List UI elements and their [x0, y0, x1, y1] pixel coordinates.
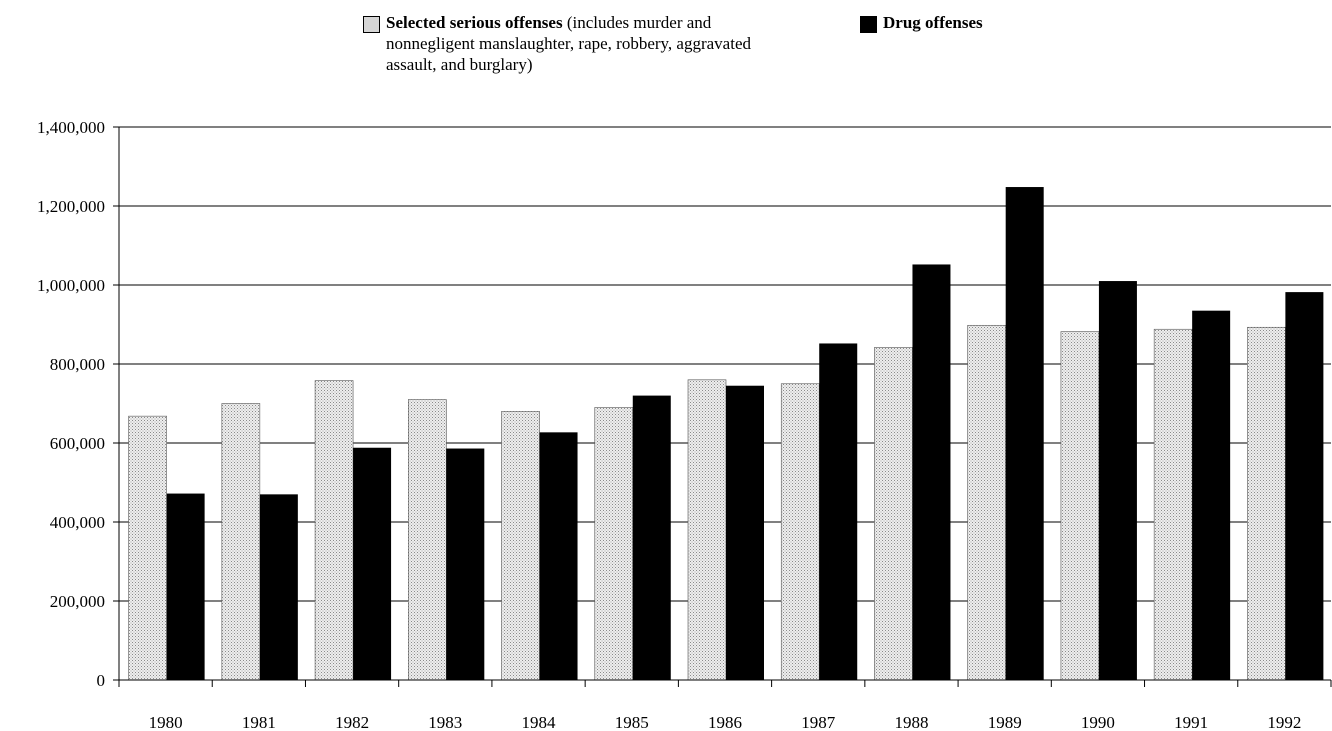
bar-serious-offenses-1985: [594, 407, 634, 681]
legend-swatch-serious-offenses: [363, 16, 380, 33]
bar-drug-offenses-1980: [166, 493, 205, 680]
y-tick-label: 1,000,000: [37, 276, 105, 295]
x-tick-label: 1989: [988, 713, 1022, 731]
legend-swatch-drug-offenses: [860, 16, 877, 33]
axes: [113, 126, 1332, 687]
bar-serious-offenses-1983: [408, 399, 447, 681]
bar-drug-offenses-1992: [1285, 292, 1324, 680]
y-tick-label: 600,000: [50, 434, 105, 453]
chart-legend: Selected serious offenses (includes murd…: [0, 12, 1332, 92]
bar-drug-offenses-1991: [1192, 310, 1231, 680]
bar-drug-offenses-1988: [912, 264, 951, 680]
x-tick-label: 1988: [894, 713, 928, 731]
bar-serious-offenses-1986: [687, 379, 727, 681]
bar-serious-offenses-1990: [1060, 331, 1100, 681]
y-tick-label: 800,000: [50, 355, 105, 374]
x-tick-label: 1981: [242, 713, 276, 731]
x-tick-label: 1990: [1081, 713, 1115, 731]
x-tick-label: 1991: [1174, 713, 1208, 731]
x-tick-label: 1982: [335, 713, 369, 731]
legend-item-serious-offenses: Selected serious offenses (includes murd…: [363, 12, 783, 75]
tick-labels: 0 200,000 400,000 600,000 800,000 1,000,000 1,…: [37, 118, 1301, 731]
x-tick-label: 1985: [615, 713, 649, 731]
x-tick-label: 1984: [522, 713, 557, 731]
legend-detail-serious-offenses: (includes murder and nonnegligent mansla…: [386, 13, 751, 74]
bar-drug-offenses-1989: [1005, 187, 1044, 681]
x-tick-label: 1980: [149, 713, 183, 731]
legend-label-drug-offenses: Drug offenses: [883, 12, 983, 33]
bar-serious-offenses-1980: [128, 415, 167, 681]
legend-label-serious-offenses: Selected serious offenses (includes murd…: [386, 12, 783, 75]
y-tick-label: 0: [97, 671, 106, 690]
legend-name-drug-offenses: Drug offenses: [883, 13, 983, 32]
x-tick-label: 1987: [801, 713, 836, 731]
bar-drug-offenses-1981: [259, 494, 298, 680]
bar-drug-offenses-1990: [1098, 281, 1137, 680]
y-tick-label: 1,400,000: [37, 118, 105, 137]
x-tick-label: 1992: [1267, 713, 1301, 731]
bar-serious-offenses-1988: [874, 347, 913, 681]
bar-serious-offenses-1989: [967, 324, 1006, 681]
bar-serious-offenses-1982: [314, 380, 354, 681]
bar-drug-offenses-1985: [632, 395, 671, 680]
bar-serious-offenses-1987: [780, 383, 820, 681]
bar-drug-offenses-1982: [353, 447, 392, 680]
legend-name-serious-offenses: Selected serious offenses: [386, 13, 563, 32]
bars: [128, 187, 1324, 681]
x-tick-label: 1983: [428, 713, 462, 731]
y-tick-label: 1,200,000: [37, 197, 105, 216]
legend-item-drug-offenses: Drug offenses: [860, 12, 1160, 33]
bar-drug-offenses-1983: [446, 448, 485, 680]
bar-serious-offenses-1992: [1247, 326, 1286, 681]
bar-drug-offenses-1987: [819, 343, 858, 680]
bar-serious-offenses-1991: [1153, 328, 1193, 681]
y-tick-label: 200,000: [50, 592, 105, 611]
bar-drug-offenses-1986: [726, 385, 764, 680]
y-tick-label: 400,000: [50, 513, 105, 532]
bar-serious-offenses-1984: [501, 411, 540, 681]
bar-drug-offenses-1984: [539, 432, 578, 680]
bar-serious-offenses-1981: [221, 403, 261, 681]
x-tick-label: 1986: [708, 713, 742, 731]
